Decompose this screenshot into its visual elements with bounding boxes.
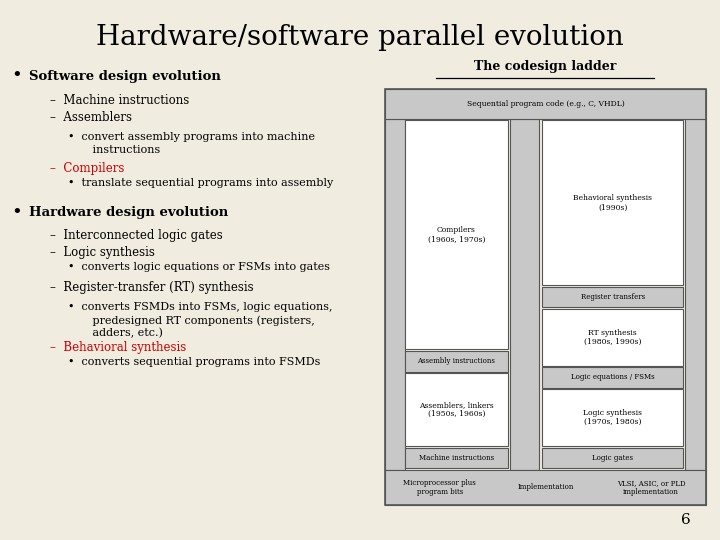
Bar [542,448,683,468]
Text: RT synthesis
(1980s, 1990s): RT synthesis (1980s, 1990s) [584,329,642,346]
Bar [385,119,405,470]
Text: –  Behavioral synthesis: – Behavioral synthesis [50,341,186,354]
Text: •: • [11,68,22,85]
Text: –  Machine instructions: – Machine instructions [50,94,189,107]
Text: The codesign ladder: The codesign ladder [474,60,616,73]
Bar [405,448,508,468]
Text: –  Logic synthesis: – Logic synthesis [50,246,156,259]
Text: –  Interconnected logic gates: – Interconnected logic gates [50,230,223,242]
Text: Hardware design evolution: Hardware design evolution [29,206,228,219]
Text: •  converts logic equations or FSMs into gates: • converts logic equations or FSMs into … [68,262,330,272]
Bar [542,389,683,446]
Text: Compilers
(1960s, 1970s): Compilers (1960s, 1970s) [428,226,485,244]
Bar [510,119,539,470]
Text: •  convert assembly programs into machine
       instructions: • convert assembly programs into machine… [68,132,315,154]
Text: 6: 6 [681,512,691,526]
Text: –  Compilers: – Compilers [50,162,125,175]
Bar [542,120,683,285]
Bar [542,287,683,307]
Text: VLSI, ASIC, or PLD
implementation: VLSI, ASIC, or PLD implementation [617,479,685,496]
Text: Logic synthesis
(1970s, 1980s): Logic synthesis (1970s, 1980s) [583,409,642,426]
Bar [385,89,706,505]
Bar [685,119,706,470]
Text: •  converts FSMDs into FSMs, logic equations,
       predesigned RT components (: • converts FSMDs into FSMs, logic equati… [68,302,333,339]
Text: •: • [11,204,22,221]
Text: Assembly instructions: Assembly instructions [418,357,495,365]
Text: Implementation: Implementation [517,483,574,491]
Text: •  converts sequential programs into FSMDs: • converts sequential programs into FSMD… [68,357,321,368]
Text: Behavioral synthesis
(1990s): Behavioral synthesis (1990s) [573,194,652,211]
Text: –  Register-transfer (RT) synthesis: – Register-transfer (RT) synthesis [50,281,254,294]
Bar [405,351,508,372]
Bar [542,309,683,366]
Text: Hardware/software parallel evolution: Hardware/software parallel evolution [96,24,624,51]
Text: •  translate sequential programs into assembly: • translate sequential programs into ass… [68,178,333,188]
Text: Software design evolution: Software design evolution [29,70,220,83]
Text: –  Assemblers: – Assemblers [50,111,132,124]
Text: Sequential program code (e.g., C, VHDL): Sequential program code (e.g., C, VHDL) [467,100,624,108]
Text: Register transfers: Register transfers [580,293,644,301]
Text: Microprocessor plus
program bits: Microprocessor plus program bits [403,479,476,496]
Bar [542,367,683,388]
Text: Logic equations / FSMs: Logic equations / FSMs [571,374,654,381]
Text: Assemblers, linkers
(1950s, 1960s): Assemblers, linkers (1950s, 1960s) [419,401,494,418]
Text: Logic gates: Logic gates [592,454,633,462]
Bar [405,120,508,349]
Bar [385,89,706,119]
Text: Machine instructions: Machine instructions [419,454,494,462]
Bar [405,373,508,446]
Bar [385,470,706,505]
